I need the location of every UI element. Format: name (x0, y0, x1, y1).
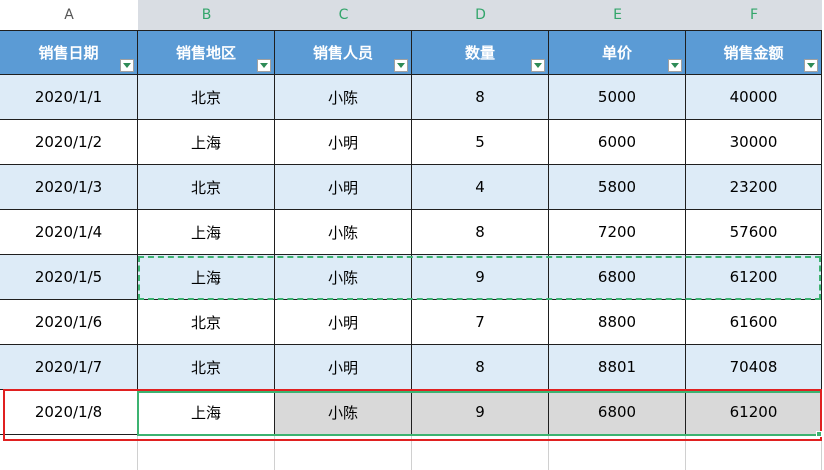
filter-dropdown-icon[interactable] (120, 59, 134, 72)
table-cell[interactable]: 上海 (138, 390, 275, 435)
table-header-label: 单价 (601, 44, 632, 62)
chevron-down-icon (671, 63, 679, 68)
table-cell[interactable]: 2020/1/7 (0, 345, 138, 390)
table-cell[interactable]: 北京 (138, 75, 275, 120)
table-cell[interactable]: 5800 (549, 165, 686, 210)
filter-dropdown-icon[interactable] (668, 59, 682, 72)
column-header-c[interactable]: C (275, 0, 412, 30)
column-header-e[interactable]: E (549, 0, 686, 30)
column-header-d[interactable]: D (412, 0, 549, 30)
table-cell[interactable]: 8800 (549, 300, 686, 345)
table-cell[interactable]: 2020/1/4 (0, 210, 138, 255)
table-cell[interactable]: 70408 (686, 345, 822, 390)
table-cell[interactable]: 2020/1/8 (0, 390, 138, 435)
table-cell[interactable]: 9 (412, 390, 549, 435)
table-cell[interactable]: 8 (412, 345, 549, 390)
table-header-label: 数量 (464, 44, 495, 62)
table-cell[interactable]: 8 (412, 210, 549, 255)
table-header-cell[interactable]: 数量 (412, 30, 549, 75)
chevron-down-icon (807, 63, 815, 68)
table-cell[interactable]: 小陈 (275, 210, 412, 255)
chevron-down-icon (534, 63, 542, 68)
table-cell[interactable]: 小明 (275, 165, 412, 210)
table-header-label: 销售地区 (175, 44, 236, 62)
empty-cell[interactable] (412, 435, 549, 470)
table-cell[interactable]: 2020/1/1 (0, 75, 138, 120)
filter-dropdown-icon[interactable] (804, 59, 818, 72)
empty-cell[interactable] (549, 435, 686, 470)
table-cell[interactable]: 小陈 (275, 390, 412, 435)
table-cell[interactable]: 6800 (549, 255, 686, 300)
table-cell[interactable]: 北京 (138, 165, 275, 210)
empty-cell[interactable] (275, 435, 412, 470)
table-header-cell[interactable]: 销售人员 (275, 30, 412, 75)
table-cell[interactable]: 小明 (275, 120, 412, 165)
table-header-cell[interactable]: 销售金额 (686, 30, 822, 75)
table-cell[interactable]: 61200 (686, 255, 822, 300)
table-cell[interactable]: 8 (412, 75, 549, 120)
table-cell[interactable]: 2020/1/2 (0, 120, 138, 165)
table-cell[interactable]: 4 (412, 165, 549, 210)
table-header-label: 销售人员 (312, 44, 373, 62)
table-cell[interactable]: 61200 (686, 390, 822, 435)
empty-cell[interactable] (138, 435, 275, 470)
table-cell[interactable]: 上海 (138, 120, 275, 165)
table-cell[interactable]: 23200 (686, 165, 822, 210)
table-cell[interactable]: 5000 (549, 75, 686, 120)
table-cell[interactable]: 小明 (275, 300, 412, 345)
empty-cell[interactable] (686, 435, 822, 470)
chevron-down-icon (123, 63, 131, 68)
table-header-cell[interactable]: 单价 (549, 30, 686, 75)
table-cell[interactable]: 7 (412, 300, 549, 345)
table-cell[interactable]: 2020/1/3 (0, 165, 138, 210)
table-cell[interactable]: 57600 (686, 210, 822, 255)
table-cell[interactable]: 北京 (138, 345, 275, 390)
table-cell[interactable]: 5 (412, 120, 549, 165)
table-cell[interactable]: 7200 (549, 210, 686, 255)
table-cell[interactable]: 6000 (549, 120, 686, 165)
table-cell[interactable]: 小明 (275, 345, 412, 390)
table-cell[interactable]: 上海 (138, 210, 275, 255)
table-cell[interactable]: 6800 (549, 390, 686, 435)
table-cell[interactable]: 北京 (138, 300, 275, 345)
filter-dropdown-icon[interactable] (531, 59, 545, 72)
table-cell[interactable]: 上海 (138, 255, 275, 300)
column-header-b[interactable]: B (138, 0, 275, 30)
table-cell[interactable]: 2020/1/6 (0, 300, 138, 345)
table-cell[interactable]: 9 (412, 255, 549, 300)
column-header-f[interactable]: F (686, 0, 822, 30)
table-header-cell[interactable]: 销售地区 (138, 30, 275, 75)
table-header-label: 销售日期 (38, 44, 99, 62)
table-cell[interactable]: 2020/1/5 (0, 255, 138, 300)
table-cell[interactable]: 小陈 (275, 75, 412, 120)
filter-dropdown-icon[interactable] (257, 59, 271, 72)
fill-handle[interactable] (816, 431, 822, 437)
chevron-down-icon (260, 63, 268, 68)
table-cell[interactable]: 小陈 (275, 255, 412, 300)
empty-cell[interactable] (0, 435, 138, 470)
filter-dropdown-icon[interactable] (394, 59, 408, 72)
table-cell[interactable]: 61600 (686, 300, 822, 345)
chevron-down-icon (397, 63, 405, 68)
table-header-label: 销售金额 (723, 44, 784, 62)
table-cell[interactable]: 30000 (686, 120, 822, 165)
table-cell[interactable]: 40000 (686, 75, 822, 120)
column-header-a[interactable]: A (0, 0, 138, 30)
table-cell[interactable]: 8801 (549, 345, 686, 390)
table-header-cell[interactable]: 销售日期 (0, 30, 138, 75)
